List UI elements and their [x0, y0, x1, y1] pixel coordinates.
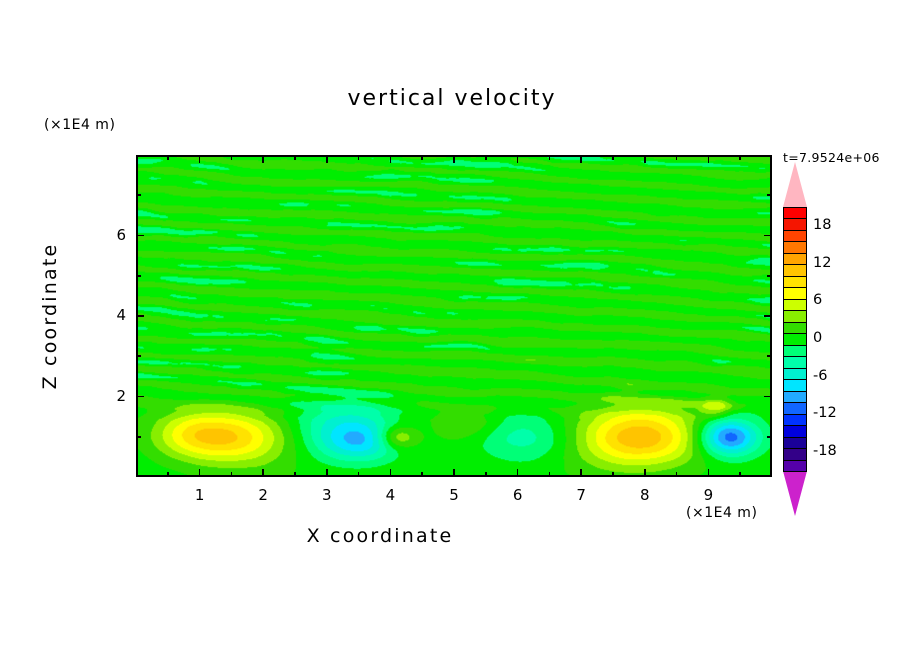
y-tick-major — [764, 395, 772, 398]
x-tick-minor — [612, 472, 614, 477]
colorbar-tick-label: -18 — [813, 443, 837, 460]
y-axis-unit-label: (×1E4 m) — [44, 117, 116, 133]
x-tick-minor — [739, 155, 741, 160]
x-tick-minor — [294, 472, 296, 477]
x-tick-minor — [675, 472, 678, 477]
x-tick-major — [453, 155, 455, 163]
x-tick-major — [580, 469, 582, 477]
y-tick-label: 2 — [116, 386, 126, 405]
x-tick-label: 4 — [385, 486, 396, 504]
x-tick-minor — [421, 155, 423, 160]
y-tick-label: 6 — [116, 225, 126, 244]
y-tick-minor — [767, 355, 772, 358]
y-tick-minor — [136, 274, 141, 277]
x-tick-minor — [612, 155, 614, 160]
contour-field — [138, 157, 770, 475]
x-tick-major — [326, 155, 328, 163]
x-tick-minor — [357, 472, 360, 477]
contour-plot-area — [136, 155, 772, 477]
y-tick-major — [136, 395, 144, 398]
x-tick-label: 1 — [194, 486, 205, 504]
y-tick-minor — [136, 435, 141, 438]
x-tick-major — [453, 469, 455, 477]
colorbar-tick-label: 12 — [813, 254, 832, 271]
x-tick-minor — [167, 472, 169, 477]
x-tick-major — [707, 469, 710, 477]
x-tick-major — [516, 469, 519, 477]
x-tick-label: 7 — [576, 486, 586, 504]
x-tick-minor — [739, 472, 741, 477]
y-tick-minor — [767, 274, 772, 277]
x-tick-label: 5 — [449, 486, 459, 504]
x-tick-minor — [485, 155, 487, 160]
y-tick-minor — [767, 435, 772, 438]
y-tick-major — [764, 315, 772, 317]
x-tick-minor — [357, 155, 360, 160]
x-tick-major — [389, 469, 392, 477]
x-tick-major — [707, 155, 710, 163]
x-tick-major — [198, 155, 201, 163]
colorbar-cap-top — [783, 162, 807, 207]
colorbar-tick-label: 18 — [813, 216, 832, 233]
y-tick-major — [764, 234, 772, 237]
x-tick-major — [262, 155, 264, 163]
x-tick-major — [389, 155, 392, 163]
x-tick-minor — [294, 155, 296, 160]
y-tick-minor — [136, 194, 141, 197]
x-tick-major — [198, 469, 201, 477]
x-tick-major — [644, 155, 646, 163]
colorbar-tick-label: -6 — [813, 367, 828, 384]
x-tick-label: 8 — [640, 486, 650, 504]
x-tick-major — [580, 155, 582, 163]
y-tick-minor — [136, 355, 141, 358]
x-tick-major — [516, 155, 519, 163]
x-tick-minor — [675, 155, 678, 160]
y-tick-major — [136, 234, 144, 237]
x-tick-minor — [548, 472, 551, 477]
colorbar-tick-label: -12 — [813, 405, 837, 422]
x-tick-label: 9 — [703, 486, 714, 504]
colorbar-tick-label: 6 — [813, 292, 823, 309]
page-title: vertical velocity — [347, 86, 557, 111]
x-tick-label: 2 — [258, 486, 268, 504]
x-tick-minor — [230, 472, 233, 477]
y-tick-minor — [767, 194, 772, 197]
x-axis-unit-label: (×1E4 m) — [686, 505, 758, 521]
x-tick-minor — [548, 155, 551, 160]
timestamp-label: t=7.9524e+06 — [783, 150, 880, 165]
y-tick-major — [136, 315, 144, 317]
colorbar — [783, 162, 807, 516]
x-tick-major — [326, 469, 328, 477]
x-tick-minor — [167, 155, 169, 160]
x-tick-minor — [421, 472, 423, 477]
x-tick-major — [262, 469, 264, 477]
colorbar-cap-bottom — [783, 471, 807, 516]
y-axis-title: Z coordinate — [39, 242, 61, 390]
x-tick-major — [644, 469, 646, 477]
x-tick-label: 6 — [512, 486, 523, 504]
x-tick-minor — [230, 155, 233, 160]
y-tick-label: 4 — [116, 306, 126, 324]
colorbar-band — [783, 459, 807, 472]
x-tick-minor — [485, 472, 487, 477]
x-axis-title: X coordinate — [306, 525, 454, 547]
colorbar-tick-label: 0 — [813, 330, 823, 346]
x-tick-label: 3 — [322, 486, 332, 504]
